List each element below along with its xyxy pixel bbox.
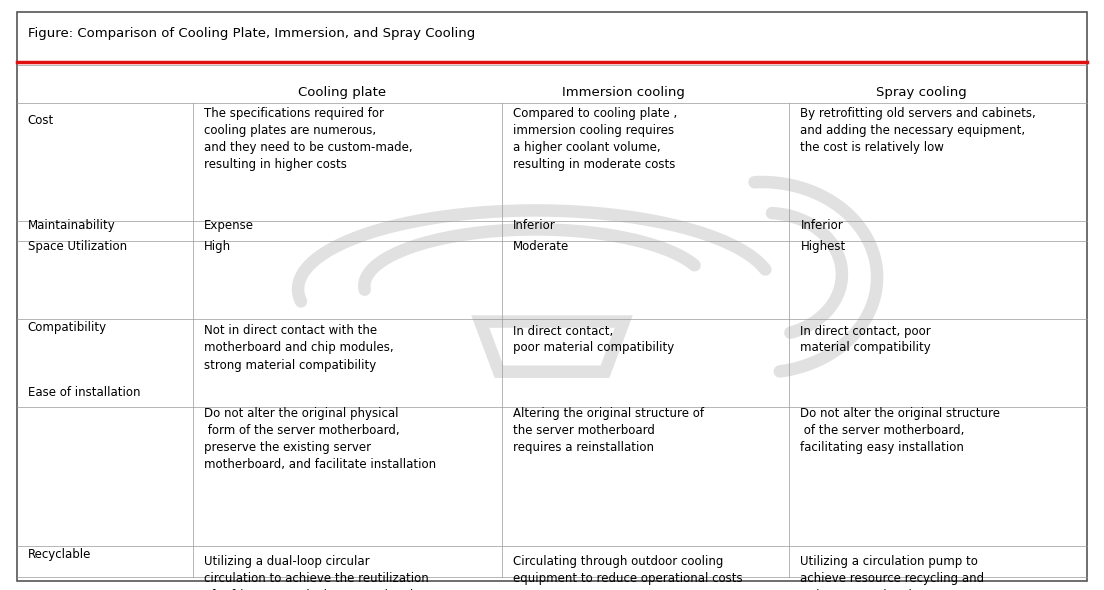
Text: Compatibility: Compatibility [28, 321, 107, 334]
Text: By retrofitting old servers and cabinets,
and adding the necessary equipment,
th: By retrofitting old servers and cabinets… [800, 107, 1037, 155]
Text: High: High [204, 240, 232, 253]
Text: Altering the original structure of
the server motherboard
requires a reinstallat: Altering the original structure of the s… [513, 407, 704, 454]
Text: Highest: Highest [800, 240, 846, 253]
Text: Expense: Expense [204, 219, 254, 232]
Text: Utilizing a dual-loop circular
circulation to achieve the reutilization
of refri: Utilizing a dual-loop circular circulati… [204, 555, 448, 590]
Text: Compared to cooling plate ,
immersion cooling requires
a higher coolant volume,
: Compared to cooling plate , immersion co… [513, 107, 678, 171]
Text: Cooling plate: Cooling plate [298, 86, 386, 99]
Text: Maintainability: Maintainability [28, 219, 115, 232]
Text: Moderate: Moderate [513, 240, 570, 253]
Text: Immersion cooling: Immersion cooling [562, 86, 686, 99]
Text: The specifications required for
cooling plates are numerous,
and they need to be: The specifications required for cooling … [204, 107, 413, 171]
Text: Ease of installation: Ease of installation [28, 386, 140, 399]
Text: Space Utilization: Space Utilization [28, 240, 127, 253]
Text: Circulating through outdoor cooling
equipment to reduce operational costs: Circulating through outdoor cooling equi… [513, 555, 743, 585]
Text: Inferior: Inferior [513, 219, 556, 232]
Text: Do not alter the original physical
 form of the server motherboard,
preserve the: Do not alter the original physical form … [204, 407, 436, 471]
Text: Do not alter the original structure
 of the server motherboard,
facilitating eas: Do not alter the original structure of t… [800, 407, 1000, 454]
Text: Not in direct contact with the
motherboard and chip modules,
strong material com: Not in direct contact with the motherboa… [204, 324, 394, 372]
Text: Figure: Comparison of Cooling Plate, Immersion, and Spray Cooling: Figure: Comparison of Cooling Plate, Imm… [28, 27, 475, 40]
Text: Recyclable: Recyclable [28, 548, 91, 561]
Text: Cost: Cost [28, 114, 54, 127]
Text: In direct contact, poor
material compatibility: In direct contact, poor material compati… [800, 324, 931, 355]
Text: Spray cooling: Spray cooling [877, 86, 967, 99]
Text: Utilizing a circulation pump to
achieve resource recycling and
reduce operationa: Utilizing a circulation pump to achieve … [800, 555, 985, 590]
Text: In direct contact,
poor material compatibility: In direct contact, poor material compati… [513, 324, 675, 355]
Text: Inferior: Inferior [800, 219, 843, 232]
FancyBboxPatch shape [17, 12, 1087, 581]
